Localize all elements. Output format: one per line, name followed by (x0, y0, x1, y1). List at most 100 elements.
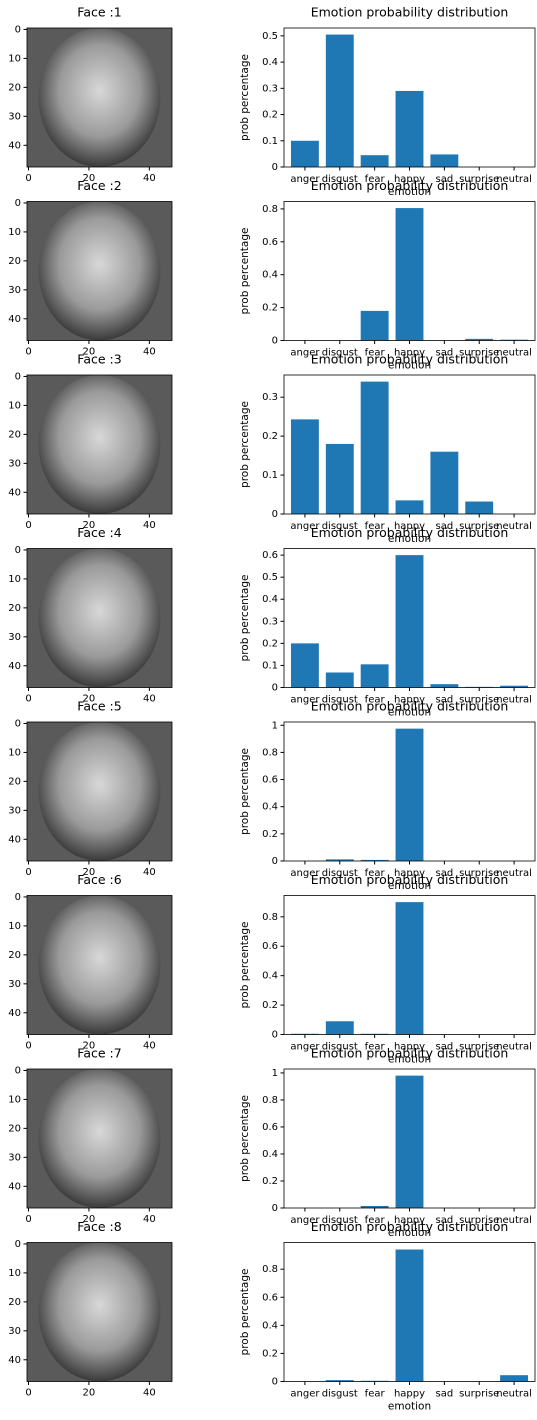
bar (325, 1380, 354, 1382)
face-image (38, 548, 161, 688)
bar (430, 154, 459, 167)
bar (360, 859, 389, 861)
bar (290, 643, 319, 688)
y-tick-label: 10 (8, 1094, 21, 1105)
y-tick-label: 0 (15, 198, 21, 209)
x-tick-label: happy (394, 348, 425, 359)
y-tick-label: 0.2 (262, 1176, 278, 1187)
bar (360, 155, 389, 167)
bar (500, 339, 529, 341)
x-tick-label: 20 (83, 347, 96, 358)
y-axis-label: prob percentage (239, 575, 251, 662)
y-tick-label: 0 (272, 336, 278, 347)
image-frame (26, 1068, 173, 1209)
x-tick-label: fear (365, 521, 386, 532)
y-tick-label: 10 (8, 227, 21, 238)
x-axis-label: emotion (388, 707, 431, 719)
face-image (38, 28, 161, 167)
y-tick-label: 0 (272, 856, 278, 867)
y-tick-label: 0.2 (262, 638, 278, 649)
x-tick-label: neutral (496, 1042, 532, 1053)
x-tick-label: surprise (459, 1042, 499, 1053)
x-tick-label: sad (436, 1042, 454, 1053)
x-tick-label: surprise (459, 695, 499, 706)
y-tick-label: 40 (8, 1008, 21, 1019)
x-tick-label: surprise (459, 868, 499, 879)
x-tick-label: neutral (496, 695, 532, 706)
y-tick-label: 0.4 (262, 1149, 278, 1160)
y-tick-label: 30 (8, 1326, 21, 1337)
x-tick-label: anger (290, 174, 320, 185)
y-tick-label: 0 (272, 162, 278, 173)
x-tick-label: 0 (25, 1214, 31, 1225)
x-tick-label: 40 (143, 520, 156, 531)
image-title: Face :4 (77, 525, 121, 540)
y-tick-label: 10 (8, 400, 21, 411)
y-tick-label: 0.2 (262, 303, 278, 314)
x-tick-label: 40 (143, 173, 156, 184)
y-tick-label: 0.6 (262, 775, 278, 786)
x-tick-label: 20 (83, 1041, 96, 1052)
x-tick-label: disgust (322, 1389, 358, 1400)
y-tick-label: 20 (8, 429, 21, 440)
y-tick-label: 40 (8, 661, 21, 672)
y-tick-label: 0 (15, 1065, 21, 1076)
y-tick-label: 0.2 (262, 1348, 278, 1359)
bar (430, 684, 459, 688)
axes-frame (283, 548, 536, 688)
x-tick-label: sad (436, 695, 454, 706)
x-tick-label: surprise (459, 1215, 499, 1226)
y-tick-label: 0 (272, 1377, 278, 1388)
y-axis-label: prob percentage (239, 401, 251, 488)
x-tick-label: 40 (143, 1041, 156, 1052)
x-tick-label: surprise (459, 521, 499, 532)
x-tick-label: fear (365, 348, 386, 359)
image-title: Face :2 (77, 178, 121, 193)
y-tick-label: 40 (8, 314, 21, 325)
x-tick-label: 0 (25, 1041, 31, 1052)
bar (360, 381, 389, 514)
y-tick-label: 0.2 (262, 110, 278, 121)
y-tick-label: 30 (8, 632, 21, 643)
y-tick-label: 20 (8, 603, 21, 614)
x-tick-label: sad (436, 1215, 454, 1226)
y-tick-label: 40 (8, 1181, 21, 1192)
y-tick-label: 0.6 (262, 1122, 278, 1133)
x-axis-label: emotion (388, 1054, 431, 1066)
y-tick-label: 1 (272, 1068, 278, 1079)
y-tick-label: 0.3 (262, 392, 278, 403)
face-image (38, 375, 161, 514)
x-tick-label: neutral (496, 348, 532, 359)
y-tick-label: 30 (8, 285, 21, 296)
y-tick-label: 0.3 (262, 83, 278, 94)
x-axis-label: emotion (388, 186, 431, 198)
axes-frame (283, 895, 536, 1035)
x-tick-label: 40 (143, 867, 156, 878)
bar (395, 500, 424, 514)
y-tick-label: 0.6 (262, 1292, 278, 1303)
bar (500, 685, 529, 688)
face-image (38, 1242, 161, 1382)
x-axis-label: emotion (388, 880, 431, 892)
image-frame (26, 548, 173, 688)
bar (430, 451, 459, 514)
x-tick-label: 20 (83, 173, 96, 184)
x-tick-label: fear (365, 695, 386, 706)
x-tick-label: 20 (83, 1388, 96, 1399)
face-image (38, 201, 161, 341)
x-tick-label: 20 (83, 1214, 96, 1225)
image-frame (26, 27, 173, 168)
bar (290, 419, 319, 514)
y-tick-label: 0.6 (262, 941, 278, 952)
image-title: Face :1 (77, 5, 121, 20)
x-tick-label: fear (365, 1042, 386, 1053)
x-tick-label: happy (394, 868, 425, 879)
y-axis-label: prob percentage (239, 922, 251, 1009)
image-title: Face :5 (77, 699, 121, 714)
y-tick-label: 0 (15, 892, 21, 903)
y-tick-label: 0.2 (262, 431, 278, 442)
y-tick-label: 1 (272, 720, 278, 731)
x-tick-label: anger (290, 868, 320, 879)
y-tick-label: 0.6 (262, 237, 278, 248)
